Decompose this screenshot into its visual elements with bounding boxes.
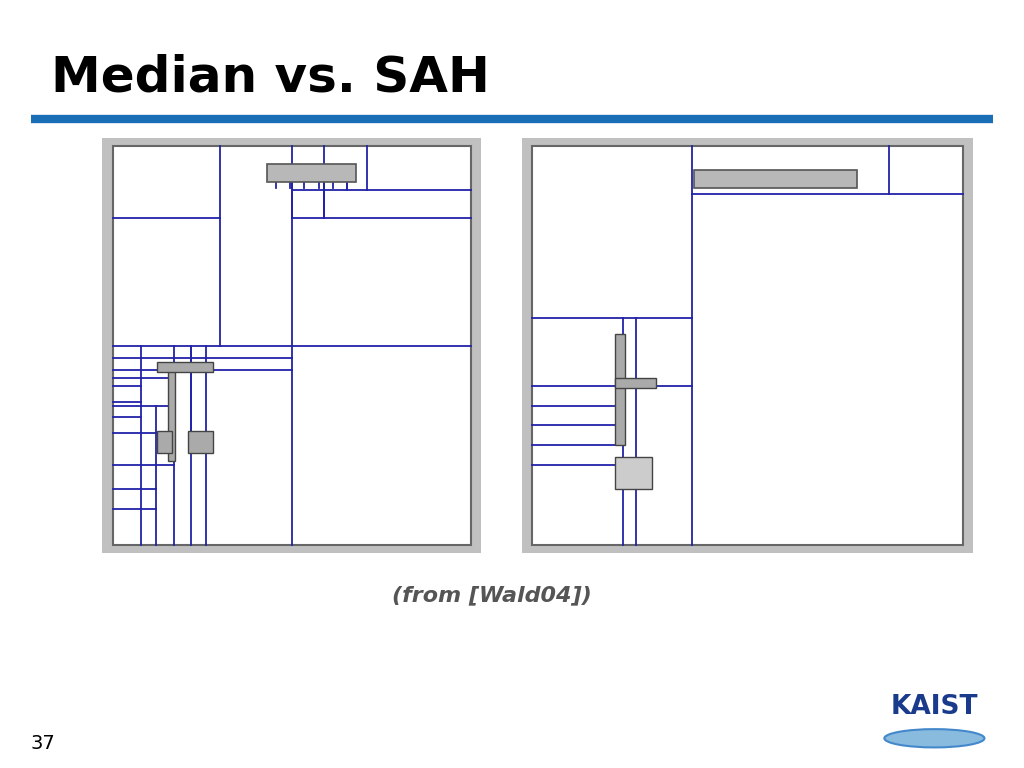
Bar xyxy=(188,432,213,453)
Bar xyxy=(158,362,213,372)
Bar xyxy=(532,146,963,545)
Bar xyxy=(522,138,973,553)
Bar xyxy=(694,170,857,188)
Bar xyxy=(615,458,652,489)
Text: Median vs. SAH: Median vs. SAH xyxy=(51,54,490,102)
Bar xyxy=(113,146,471,545)
Text: 37: 37 xyxy=(31,733,55,753)
Bar xyxy=(168,368,175,462)
Bar xyxy=(158,432,172,453)
Text: (from [Wald04]): (from [Wald04]) xyxy=(391,585,592,605)
Bar xyxy=(102,138,481,553)
Bar xyxy=(615,333,625,445)
Bar xyxy=(266,164,356,182)
Bar xyxy=(615,378,656,388)
